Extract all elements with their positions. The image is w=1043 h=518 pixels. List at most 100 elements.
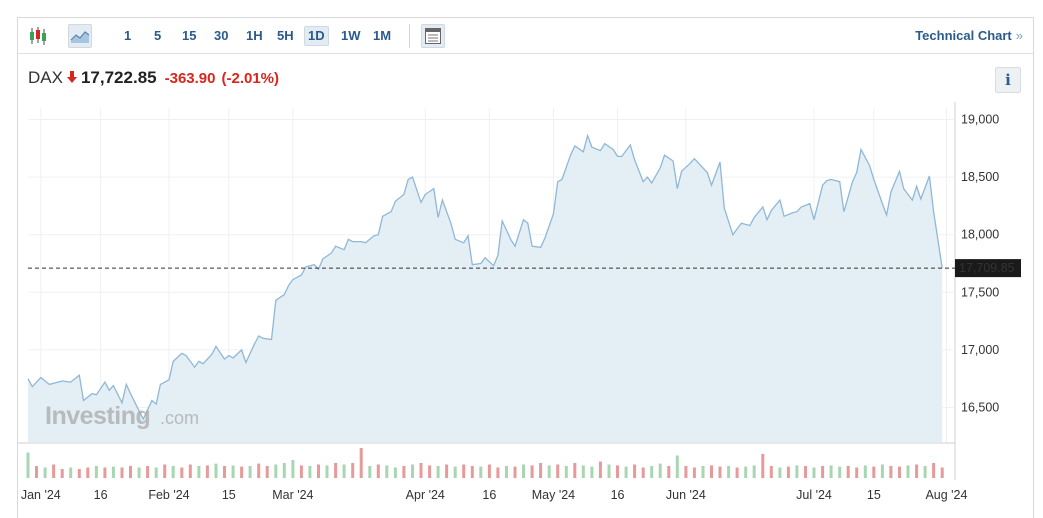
volume-bar	[368, 466, 372, 478]
interval-1d[interactable]: 1D	[304, 26, 329, 46]
table-view-icon[interactable]	[421, 24, 445, 48]
volume-bar	[701, 466, 705, 478]
volume-bar	[257, 463, 261, 478]
volume-bar	[633, 464, 637, 478]
volume-bar	[487, 464, 491, 478]
interval-15[interactable]: 15	[182, 28, 197, 43]
volume-bar	[428, 465, 432, 478]
volume-bar	[522, 464, 525, 478]
volume-bar	[710, 465, 713, 478]
volume-bar	[299, 465, 303, 478]
x-tick-label: Apr '24	[406, 488, 445, 502]
volume-bar	[419, 463, 423, 478]
volume-bar	[778, 467, 782, 478]
volume-bar	[838, 466, 842, 478]
x-tick-label: Jun '24	[666, 488, 706, 502]
interval-30[interactable]: 30	[214, 28, 229, 43]
volume-bar	[573, 463, 577, 478]
instrument-symbol: DAX	[28, 68, 63, 87]
volume-bar	[445, 464, 449, 478]
x-tick-label: 15	[222, 488, 236, 502]
volume-bar	[821, 466, 825, 478]
volume-bar	[846, 466, 850, 478]
info-button[interactable]: i	[995, 67, 1021, 93]
area-chart-icon[interactable]	[68, 24, 92, 48]
volume-bar	[163, 464, 167, 478]
volume-bar	[590, 466, 594, 478]
x-tick-label: 16	[482, 488, 496, 502]
volume-bar	[188, 464, 192, 478]
volume-bar	[308, 466, 312, 478]
interval-1m[interactable]: 1M	[373, 28, 392, 43]
toolbar-divider	[409, 24, 410, 48]
volume-bar	[667, 466, 671, 478]
volume-bar	[376, 464, 380, 478]
x-tick-label: 16	[611, 488, 625, 502]
volume-bar	[872, 466, 876, 478]
interval-1w[interactable]: 1W	[341, 28, 361, 43]
volume-bar	[650, 466, 654, 478]
volume-bar	[863, 465, 867, 478]
volume-bar	[205, 465, 209, 478]
volume-bar	[641, 467, 645, 478]
x-tick-label: Aug '24	[925, 488, 967, 502]
volume-bar	[291, 460, 295, 478]
y-tick-label: 17,500	[961, 285, 999, 299]
volume-bar	[692, 467, 696, 478]
volume-bar	[402, 466, 406, 478]
chevron-right-icon: »	[1015, 28, 1023, 43]
volume-bar	[829, 465, 833, 478]
volume-bar	[35, 466, 38, 478]
volume-bar	[359, 448, 363, 478]
volume-bar	[154, 467, 158, 478]
volume-bar	[231, 465, 235, 478]
volume-bar	[86, 467, 90, 478]
y-tick-label: 19,000	[961, 113, 999, 127]
volume-bar	[436, 466, 440, 478]
volume-bar	[94, 466, 98, 478]
volume-bar	[120, 467, 124, 478]
volume-bar	[317, 464, 320, 478]
x-tick-label: Feb '24	[148, 488, 189, 502]
volume-bar	[581, 465, 585, 478]
volume-bar	[786, 466, 790, 478]
volume-bar	[505, 466, 508, 478]
volume-bar	[385, 465, 389, 478]
watermark: Investing .com	[45, 402, 199, 430]
volume-bar	[607, 464, 611, 478]
volume-bar	[274, 464, 278, 478]
volume-bar	[265, 466, 269, 478]
technical-chart-link[interactable]: Technical Chart»	[915, 28, 1023, 43]
volume-bar	[43, 467, 47, 478]
volume-bar	[530, 465, 534, 478]
volume-bar	[453, 466, 457, 478]
volume-bar	[889, 466, 893, 478]
volume-bar	[684, 466, 688, 478]
interval-5[interactable]: 5	[154, 28, 162, 43]
volume-bar	[214, 463, 218, 478]
price-line	[27, 133, 943, 421]
interval-1[interactable]: 1	[124, 28, 132, 43]
y-tick-label: 18,000	[961, 228, 999, 242]
volume-bar	[137, 467, 141, 478]
candlestick-icon[interactable]	[26, 24, 50, 48]
x-axis: Jan '24 16 Feb '24 15 Mar '24 Apr '24 16 May '2…	[21, 488, 968, 502]
volume-bar	[52, 464, 56, 478]
interval-5h[interactable]: 5H	[277, 28, 294, 43]
volume-bar	[556, 464, 560, 478]
price-area	[28, 135, 943, 442]
volume-bar	[915, 464, 919, 478]
volume-bar	[769, 466, 773, 478]
x-tick-label: Mar '24	[272, 488, 313, 502]
interval-1h[interactable]: 1H	[246, 28, 263, 43]
volume-bar	[855, 467, 859, 478]
price-change-percent: (-2.01%)	[221, 70, 280, 87]
volume-bar	[69, 467, 73, 478]
x-tick-label: 15	[867, 488, 881, 502]
volume-bar	[547, 465, 551, 478]
x-tick-label: 16	[94, 488, 108, 502]
y-axis: 16,500 17,000 17,500 18,000 18,500 19,000	[961, 113, 999, 415]
watermark-brand: Investing	[45, 402, 150, 430]
volume-bar	[906, 465, 910, 478]
quote-header: DAX 17,722.85 -363.90 (-2.01%)	[28, 68, 279, 88]
